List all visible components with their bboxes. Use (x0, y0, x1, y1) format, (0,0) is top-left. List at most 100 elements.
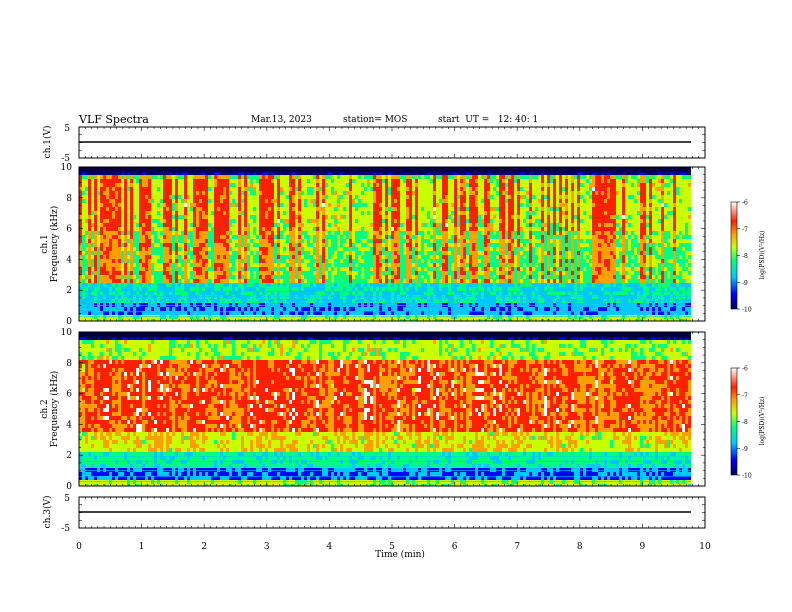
spectrogram-cell (136, 295, 139, 299)
spectrogram-cell (292, 279, 295, 283)
spectrogram-cell (454, 283, 457, 287)
spectrogram-cell (295, 303, 298, 307)
spectrogram-cell (235, 235, 238, 239)
spectrogram-cell (340, 247, 343, 251)
spectrogram-cell (121, 251, 124, 255)
spectrogram-cell (319, 259, 322, 263)
spectrogram-cell (421, 223, 424, 227)
spectrogram-cell (271, 179, 274, 183)
spectrogram-cell (229, 171, 232, 175)
spectrogram-cell (82, 175, 85, 179)
spectrogram-cell (106, 247, 109, 251)
spectrogram-cell (124, 251, 127, 255)
spectrogram-cell (121, 207, 124, 211)
spectrogram-cell (316, 179, 319, 183)
spectrogram-cell (274, 307, 277, 311)
spectrogram-cell (457, 243, 460, 247)
spectrogram-cell (160, 319, 163, 321)
spectrogram-cell (325, 271, 328, 275)
spectrogram-cell (289, 179, 292, 183)
spectrogram-cell (187, 207, 190, 211)
spectrogram-cell (193, 311, 196, 315)
spectrogram-cell (121, 203, 124, 207)
spectrogram-cell (310, 287, 313, 291)
spectrogram-cell (139, 195, 142, 199)
spectrogram-cell (286, 223, 289, 227)
spectrogram-cell (343, 303, 346, 307)
spectrogram-cell (424, 295, 427, 299)
spectrogram-cell (292, 307, 295, 311)
spectrogram-cell (190, 211, 193, 215)
spectrogram-cell (112, 195, 115, 199)
spectrogram-cell (301, 307, 304, 311)
spectrogram-cell (112, 251, 115, 255)
spectrogram-cell (112, 243, 115, 247)
spectrogram-cell (439, 303, 442, 307)
spectrogram-cell (94, 267, 97, 271)
spectrogram-cell (319, 263, 322, 267)
spectrogram-cell (100, 271, 103, 275)
spectrogram-cell (136, 251, 139, 255)
spectrogram-cell (157, 271, 160, 275)
spectrogram-cell (370, 283, 373, 287)
spectrogram-cell (394, 211, 397, 215)
spectrogram-cell (151, 243, 154, 247)
spectrogram-cell (406, 231, 409, 235)
spectrogram-cell (82, 179, 85, 183)
spectrogram-cell (364, 223, 367, 227)
spectrogram-cell (391, 259, 394, 263)
spectrogram-cell (202, 227, 205, 231)
spectrogram-cell (313, 195, 316, 199)
spectrogram-cell (277, 295, 280, 299)
spectrogram-cell (241, 183, 244, 187)
spectrogram-cell (151, 247, 154, 251)
spectrogram-cell (322, 287, 325, 291)
spectrogram-cell (262, 187, 265, 191)
spectrogram-cell (322, 271, 325, 275)
spectrogram-cell (379, 175, 382, 179)
spectrogram-cell (178, 227, 181, 231)
spectrogram-cell (250, 287, 253, 291)
spectrogram-cell (232, 191, 235, 195)
spectrogram-cell (238, 263, 241, 267)
spectrogram-cell (94, 179, 97, 183)
spectrogram-cell (223, 199, 226, 203)
spectrogram-cell (142, 235, 145, 239)
spectrogram-cell (274, 267, 277, 271)
spectrogram-cell (439, 251, 442, 255)
spectrogram-cell (226, 203, 229, 207)
spectrogram-cell (157, 195, 160, 199)
spectrogram-cell (151, 303, 154, 307)
spectrogram-cell (232, 255, 235, 259)
spectrogram-cell (415, 291, 418, 295)
spectrogram-cell (304, 247, 307, 251)
spectrogram-cell (358, 271, 361, 275)
spectrogram-cell (238, 223, 241, 227)
spectrogram-cell (364, 247, 367, 251)
spectrogram-cell (178, 179, 181, 183)
spectrogram-cell (127, 315, 130, 319)
spectrogram-cell (223, 275, 226, 279)
spectrogram-cell (265, 207, 268, 211)
spectrogram-cell (178, 207, 181, 211)
spectrogram-cell (109, 179, 112, 183)
spectrogram-cell (220, 251, 223, 255)
spectrogram-cell (235, 179, 238, 183)
spectrogram-cell (343, 227, 346, 231)
spectrogram-cell (421, 183, 424, 187)
spectrogram-cell (361, 219, 364, 223)
spectrogram-cell (400, 295, 403, 299)
spectrogram-cell (358, 259, 361, 263)
spectrogram-cell (172, 195, 175, 199)
spectrogram-cell (313, 303, 316, 307)
spectrogram-cell (337, 191, 340, 195)
spectrogram-cell (169, 271, 172, 275)
spectrogram-cell (457, 227, 460, 231)
spectrogram-cell (406, 199, 409, 203)
spectrogram-cell (436, 275, 439, 279)
spectrogram-cell (178, 271, 181, 275)
spectrogram-cell (322, 243, 325, 247)
spectrogram-cell (91, 279, 94, 283)
spectrogram-cell (178, 171, 181, 175)
spectrogram-cell (208, 203, 211, 207)
